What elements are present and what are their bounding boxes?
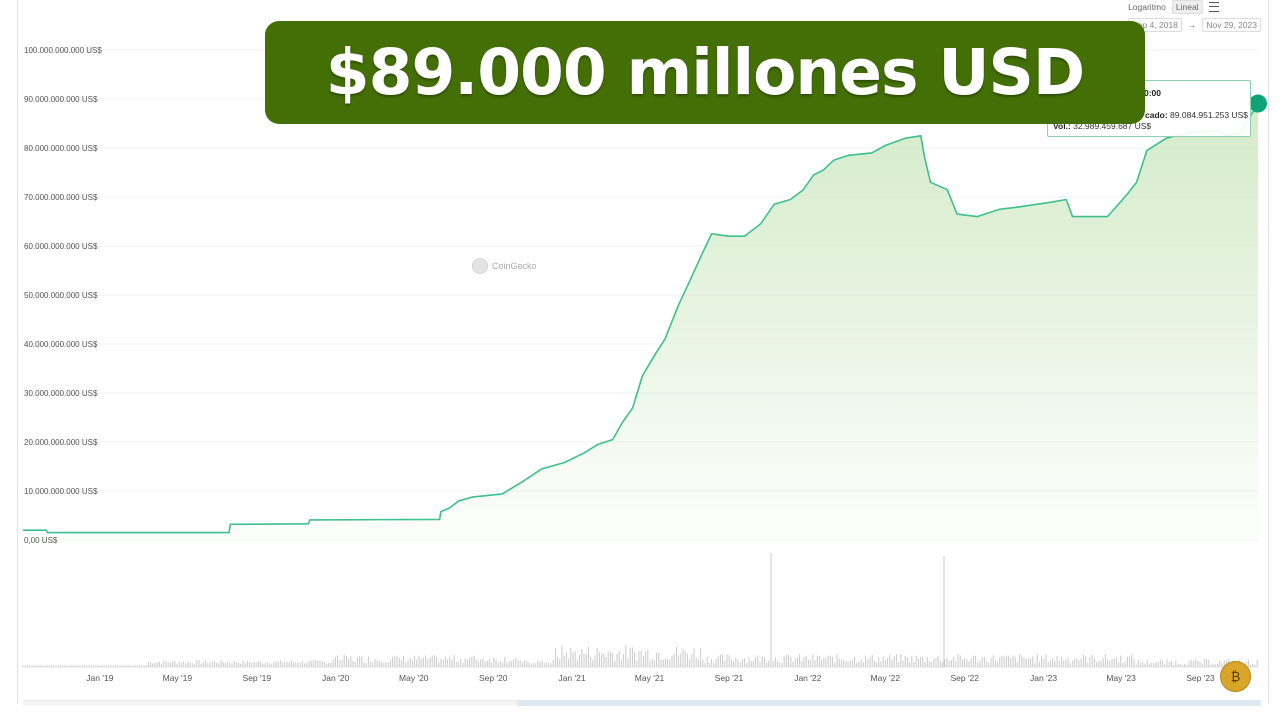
date-range-arrow: → bbox=[1187, 20, 1197, 30]
y-tick-label: 10.000.000.000 US$ bbox=[24, 487, 98, 496]
menu-icon[interactable] bbox=[1208, 2, 1219, 12]
market-cap-line bbox=[23, 103, 1259, 534]
scale-option-log[interactable]: Logaritmo bbox=[1128, 2, 1166, 12]
x-tick-label: May '20 bbox=[399, 673, 429, 683]
tooltip-market-cap: cado: 89.084.951.253 US$ bbox=[1145, 110, 1248, 120]
coingecko-logo-icon bbox=[472, 258, 488, 274]
y-tick-label: 20.000.000.000 US$ bbox=[24, 438, 98, 447]
x-tick-label: Sep '19 bbox=[243, 673, 272, 683]
x-tick-label: Sep '23 bbox=[1186, 673, 1215, 683]
x-tick-label: Jan '21 bbox=[558, 673, 585, 683]
y-tick-label: 30.000.000.000 US$ bbox=[24, 389, 98, 398]
tooltip-volume-value: 32.989.459.687 US$ bbox=[1073, 121, 1152, 131]
market-cap-chart: 0,00 US$ 10.000.000.000 US$ 20.000.000.000… bbox=[22, 46, 1267, 683]
tooltip-time: 0:00 bbox=[1144, 88, 1162, 98]
tooltip-volume-label: Vol.: bbox=[1053, 121, 1071, 131]
x-tick-label: Sep '21 bbox=[715, 673, 744, 683]
range-navigator[interactable] bbox=[23, 700, 1261, 710]
y-tick-label: 60.000.000.000 US$ bbox=[24, 242, 98, 251]
bitcoin-microphone-icon[interactable]: ₿ bbox=[1220, 661, 1251, 692]
x-tick-label: Jan '22 bbox=[794, 673, 821, 683]
x-tick-label: May '21 bbox=[635, 673, 665, 683]
headline-text: $89.000 millones USD bbox=[325, 36, 1085, 109]
y-tick-label: 90.000.000.000 US$ bbox=[24, 95, 98, 104]
y-tick-label: 50.000.000.000 US$ bbox=[24, 291, 98, 300]
watermark-label: CoinGecko bbox=[492, 261, 537, 271]
x-tick-label: May '19 bbox=[163, 673, 193, 683]
y-tick-label: 80.000.000.000 US$ bbox=[24, 144, 98, 153]
hover-point-marker bbox=[1249, 94, 1267, 113]
x-tick-label: Sep '20 bbox=[479, 673, 508, 683]
tooltip-market-cap-value: 89.084.951.253 US$ bbox=[1170, 110, 1249, 120]
navigator-selection[interactable] bbox=[517, 700, 1261, 706]
y-tick-label: 70.000.000.000 US$ bbox=[24, 193, 98, 202]
y-tick-label: 0,00 US$ bbox=[24, 536, 58, 545]
scale-option-linear[interactable]: Lineal bbox=[1171, 0, 1203, 14]
y-tick-label: 100.000.000.000 US$ bbox=[24, 46, 102, 55]
x-tick-label: Jan '23 bbox=[1030, 673, 1057, 683]
x-tick-label: Jan '19 bbox=[86, 673, 113, 683]
y-tick-label: 40.000.000.000 US$ bbox=[24, 340, 98, 349]
x-tick-label: Jan '20 bbox=[322, 673, 349, 683]
date-to-input[interactable]: Nov 29, 2023 bbox=[1202, 18, 1261, 32]
chart-controls: Logaritmo Lineal Sep 4, 2018 → Nov 29, 2… bbox=[1128, 0, 1261, 32]
market-cap-area bbox=[23, 103, 1258, 540]
headline-banner: $89.000 millones USD bbox=[265, 21, 1145, 124]
x-tick-label: Sep '22 bbox=[950, 673, 979, 683]
x-tick-label: May '22 bbox=[871, 673, 901, 683]
tooltip-market-cap-label: cado: bbox=[1145, 110, 1168, 120]
watermark: CoinGecko bbox=[472, 258, 537, 274]
x-tick-label: May '23 bbox=[1106, 673, 1136, 683]
tooltip-volume: Vol.: 32.989.459.687 US$ bbox=[1053, 121, 1151, 131]
